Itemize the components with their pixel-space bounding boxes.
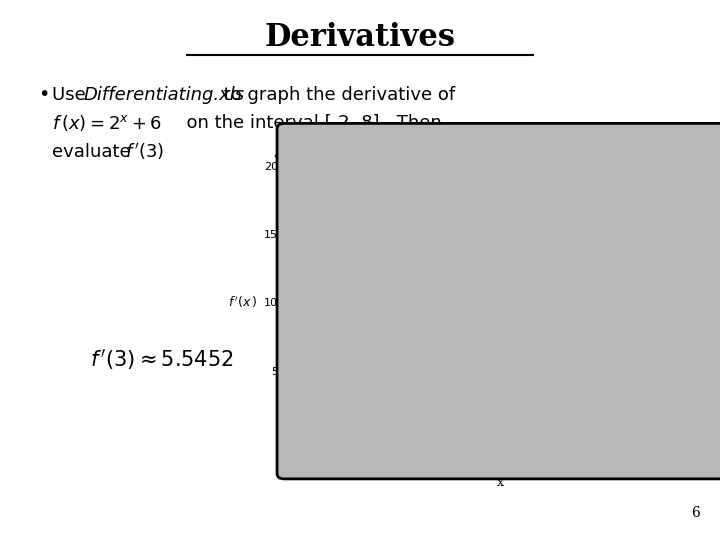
Text: .: . (272, 143, 278, 161)
Text: $f\,'(3)$: $f\,'(3)$ (125, 141, 164, 163)
Text: 6: 6 (691, 506, 700, 520)
Text: to graph the derivative of: to graph the derivative of (218, 86, 455, 104)
X-axis label: x: x (497, 476, 503, 489)
Text: Use: Use (52, 86, 91, 104)
Text: Differentiating.xls: Differentiating.xls (84, 86, 245, 104)
Text: Derivatives: Derivatives (264, 23, 456, 53)
Title: DERIVATIVE: DERIVATIVE (456, 131, 544, 144)
Text: •: • (38, 85, 50, 105)
Text: evaluate: evaluate (52, 143, 130, 161)
Text: on the interval [-2, 8].  Then: on the interval [-2, 8]. Then (175, 114, 442, 132)
Text: $f\,'(x\,)$: $f\,'(x\,)$ (228, 295, 258, 310)
Text: $f\,(x)=2^x+6$: $f\,(x)=2^x+6$ (52, 113, 162, 133)
Text: $f\,'(3)\approx 5.5452$: $f\,'(3)\approx 5.5452$ (90, 348, 233, 373)
